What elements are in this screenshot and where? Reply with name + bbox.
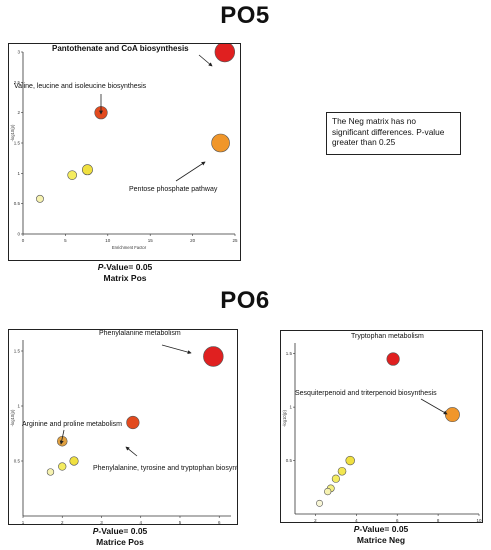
data-point	[46, 468, 55, 476]
y-tick-label: 0.5	[286, 458, 293, 463]
y-tick-label: 3	[17, 50, 20, 55]
annotation-label: Pentose phosphate pathway	[129, 186, 218, 193]
x-axis-label: Enrichment Factor	[112, 245, 147, 250]
section-title-po6: PO6	[220, 287, 270, 314]
annotation-arrow	[198, 54, 213, 67]
pvalue-text: -Value= 0.05	[359, 524, 409, 534]
annotation-label: Phenylalanine metabolism	[99, 330, 181, 337]
x-tick-label: 0	[22, 238, 25, 243]
annotation-label: Arginine and proline metabolism	[22, 421, 122, 428]
x-tick-label: 10	[105, 238, 111, 243]
y-axis-label: -log10(p)	[10, 124, 15, 141]
data-point	[211, 133, 230, 153]
y-tick-label: 1.5	[14, 349, 21, 354]
pvalue-letter: P	[353, 524, 360, 534]
data-point	[126, 415, 140, 430]
data-point	[67, 170, 77, 180]
data-point	[345, 455, 355, 466]
y-tick-label: 2.5	[14, 80, 21, 85]
section-title-po5: PO5	[220, 2, 270, 29]
y-tick-label: 1	[289, 405, 292, 410]
x-tick-label: 2	[61, 520, 64, 524]
pvalue-text: -Value= 0.05	[103, 262, 153, 272]
x-tick-label: 10	[476, 518, 482, 522]
data-point	[324, 487, 332, 496]
data-point	[214, 44, 236, 63]
x-tick-label: 25	[232, 238, 238, 243]
y-tick-label: 1	[17, 404, 20, 409]
data-point	[331, 474, 340, 483]
x-tick-label: 5	[179, 520, 182, 524]
x-tick-label: 15	[148, 238, 154, 243]
pvalue-text: -Value= 0.05	[98, 526, 148, 536]
data-point	[386, 352, 400, 366]
x-tick-label: 5	[64, 238, 67, 243]
data-point	[81, 164, 93, 176]
annotation-label: Phenylalanine, tyrosine and tryptophan b…	[93, 465, 237, 472]
chart-po5-pos: 0 5 10 15 20 25 0 0.5 1 1.5 2 2.5 3 Enrichment Factor…	[10, 44, 238, 250]
data-point	[58, 462, 67, 471]
matrix-label: Matrice Neg	[356, 535, 406, 545]
y-tick-label: 0.5	[14, 201, 21, 206]
y-tick-label: 0.5	[14, 459, 21, 464]
annotation-label: Tryptophan metabolism	[351, 333, 424, 340]
x-tick-label: 2	[314, 518, 317, 522]
pvalue-letter: P	[97, 262, 104, 272]
x-tick-label: 8	[437, 518, 440, 522]
annotation-arrow	[59, 429, 65, 445]
caption-po6-neg: P-Value= 0.05 Matrice Neg	[336, 524, 426, 546]
y-tick-label: 1.5	[14, 141, 21, 146]
y-axis-label: -log10(p)	[10, 409, 15, 426]
annotation-label: Pantothenate and CoA biosynthesis	[52, 44, 189, 53]
data-point	[316, 499, 323, 507]
data-point	[203, 346, 224, 367]
x-tick-label: 6	[396, 518, 399, 522]
annotation-arrow	[161, 344, 192, 355]
annotation-label: Sesquiterpenoid and triterpenoid biosynt…	[295, 390, 437, 397]
x-tick-label: 6	[218, 520, 221, 524]
x-tick-label: 1	[22, 520, 25, 524]
caption-po6-pos: P-Value= 0.05 Matrice Pos	[75, 526, 165, 548]
y-tick-label: 1	[17, 171, 20, 176]
data-point	[69, 456, 79, 466]
pvalue-letter: P	[92, 526, 99, 536]
y-tick-label: 0	[17, 232, 20, 237]
y-tick-label: 1.5	[286, 351, 293, 356]
data-point	[36, 194, 44, 203]
caption-po5-pos: P-Value= 0.05 Matrix Pos	[80, 262, 170, 284]
neg-matrix-note: The Neg matrix has no significant differ…	[326, 112, 461, 155]
annotation-arrow	[175, 161, 206, 182]
annotation-arrow	[420, 398, 448, 415]
matrix-label: Matrice Pos	[96, 537, 144, 547]
y-axis-label: -log10(p)	[282, 410, 287, 427]
data-point	[444, 407, 460, 423]
x-tick-label: 20	[190, 238, 196, 243]
x-tick-label: 3	[100, 520, 103, 524]
annotation-arrow	[125, 446, 138, 457]
chart-po5-pos-frame: 0 5 10 15 20 25 0 0.5 1 1.5 2 2.5 3 Enrichment Factor…	[8, 43, 241, 261]
x-tick-label: 4	[355, 518, 358, 522]
y-tick-label: 2	[17, 110, 20, 115]
matrix-label: Matrix Pos	[103, 273, 147, 283]
x-tick-label: 4	[139, 520, 142, 524]
annotation-label: Valine, leucine and isoleucine biosynthe…	[14, 83, 147, 90]
data-point	[337, 466, 347, 476]
